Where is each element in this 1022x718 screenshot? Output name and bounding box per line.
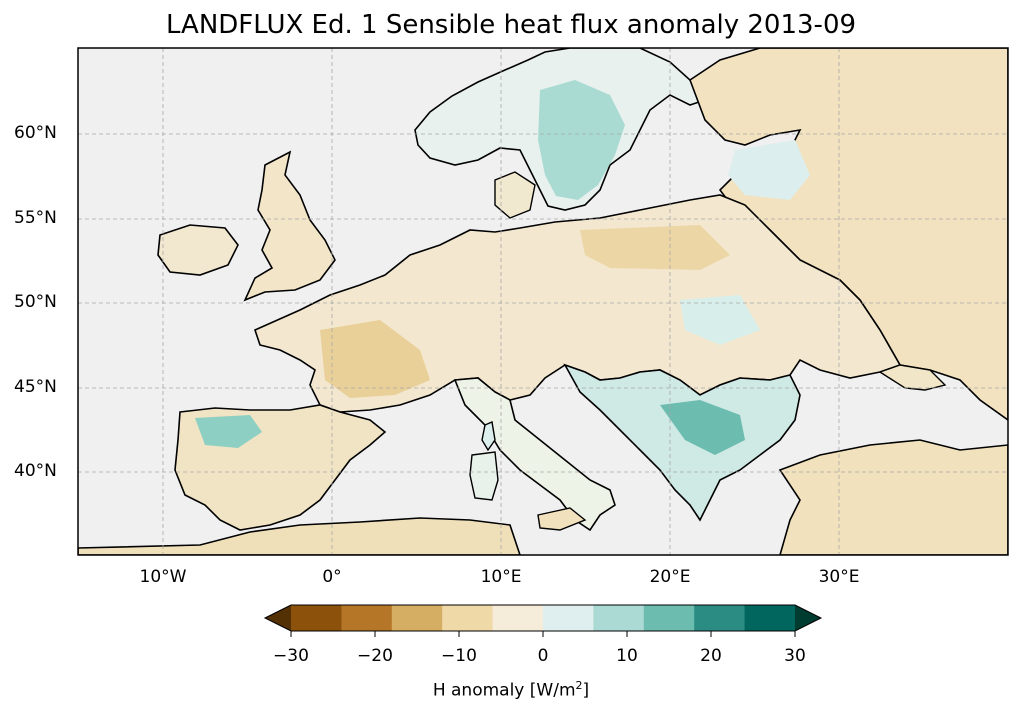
colorbar-tick: 30 bbox=[784, 646, 806, 666]
lat-tick-50n: 50°N bbox=[14, 292, 57, 312]
lat-tick-45n: 45°N bbox=[14, 377, 57, 397]
land-baltic-cool bbox=[728, 140, 810, 200]
colorbar-tick: −20 bbox=[357, 646, 393, 666]
colorbar-segment bbox=[694, 605, 746, 631]
land-anatolia bbox=[778, 439, 1008, 555]
lon-tick-20e: 20°E bbox=[649, 567, 691, 587]
colorbar-segment bbox=[643, 605, 695, 631]
land-poland-tan bbox=[580, 225, 730, 270]
land-denmark bbox=[494, 171, 536, 219]
colorbar-segment bbox=[593, 605, 645, 631]
colorbar-segment bbox=[492, 605, 544, 631]
lon-tick-0: 0° bbox=[322, 567, 342, 587]
colorbar-extend-high bbox=[795, 605, 821, 631]
lat-tick-60n: 60°N bbox=[14, 123, 57, 143]
lat-tick-40n: 40°N bbox=[14, 461, 57, 481]
land-sicily bbox=[537, 507, 587, 531]
colorbar-segment bbox=[291, 605, 342, 631]
lon-tick-10e: 10°E bbox=[480, 567, 522, 587]
colorbar-segment bbox=[442, 605, 494, 631]
map-frame bbox=[77, 47, 1009, 556]
land-sardinia bbox=[469, 451, 499, 501]
land-corsica bbox=[481, 421, 496, 452]
colorbar-extend-low bbox=[265, 605, 291, 631]
land-areas bbox=[78, 48, 1008, 555]
colorbar-label-prefix: H anomaly [W/m bbox=[432, 680, 576, 701]
colorbar-tick: 20 bbox=[700, 646, 722, 666]
land-great-britain bbox=[243, 150, 336, 302]
land-iberia-teal bbox=[195, 415, 262, 448]
colorbar-segment bbox=[391, 605, 443, 631]
lon-tick-30e: 30°E bbox=[818, 567, 860, 587]
land-north-africa bbox=[78, 517, 521, 555]
colorbar-segment bbox=[341, 605, 393, 631]
colorbar-label-suffix: ] bbox=[582, 680, 590, 701]
colorbar-tick: −30 bbox=[273, 646, 309, 666]
lon-tick-10w: 10°W bbox=[139, 567, 187, 587]
land-sweden-teal bbox=[538, 80, 625, 200]
colorbar-label: H anomaly [W/m2] bbox=[0, 679, 1022, 701]
land-italy bbox=[453, 377, 616, 532]
map-title: LANDFLUX Ed. 1 Sensible heat flux anomal… bbox=[165, 10, 857, 40]
colorbar-segment bbox=[744, 605, 796, 631]
colorbar-tick: 0 bbox=[537, 646, 549, 666]
colorbar-tick: −10 bbox=[441, 646, 477, 666]
colorbar-segment bbox=[543, 605, 594, 631]
land-ireland bbox=[157, 224, 239, 276]
graticule bbox=[78, 48, 1008, 555]
land-balkans bbox=[563, 363, 801, 522]
land-balkans-teal bbox=[660, 400, 745, 455]
colorbar bbox=[263, 604, 823, 637]
land-carpathian-cool bbox=[680, 295, 760, 345]
land-france-tan bbox=[320, 320, 430, 398]
lat-tick-55n: 55°N bbox=[14, 208, 57, 228]
colorbar-tick: 10 bbox=[616, 646, 638, 666]
colorbar-label-sup: 2 bbox=[575, 679, 583, 692]
